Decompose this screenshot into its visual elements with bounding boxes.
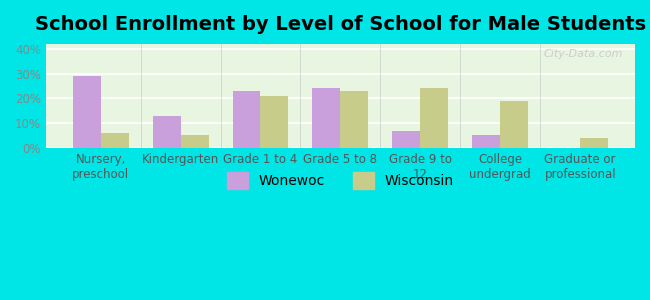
Bar	[500, 101, 528, 148]
Legend: Wonewoc, Wisconsin: Wonewoc, Wisconsin	[222, 167, 460, 195]
Bar	[393, 130, 421, 148]
Bar	[261, 96, 289, 148]
Bar	[153, 116, 181, 148]
Bar	[101, 133, 129, 148]
Bar	[233, 91, 261, 148]
Bar	[341, 91, 369, 148]
Bar	[421, 88, 448, 148]
Bar	[580, 138, 608, 148]
Text: City-Data.com: City-Data.com	[543, 49, 623, 59]
Bar	[313, 88, 341, 148]
Bar	[181, 136, 209, 148]
Bar	[473, 136, 501, 148]
Bar	[73, 76, 101, 148]
Title: School Enrollment by Level of School for Male Students: School Enrollment by Level of School for…	[35, 15, 646, 34]
